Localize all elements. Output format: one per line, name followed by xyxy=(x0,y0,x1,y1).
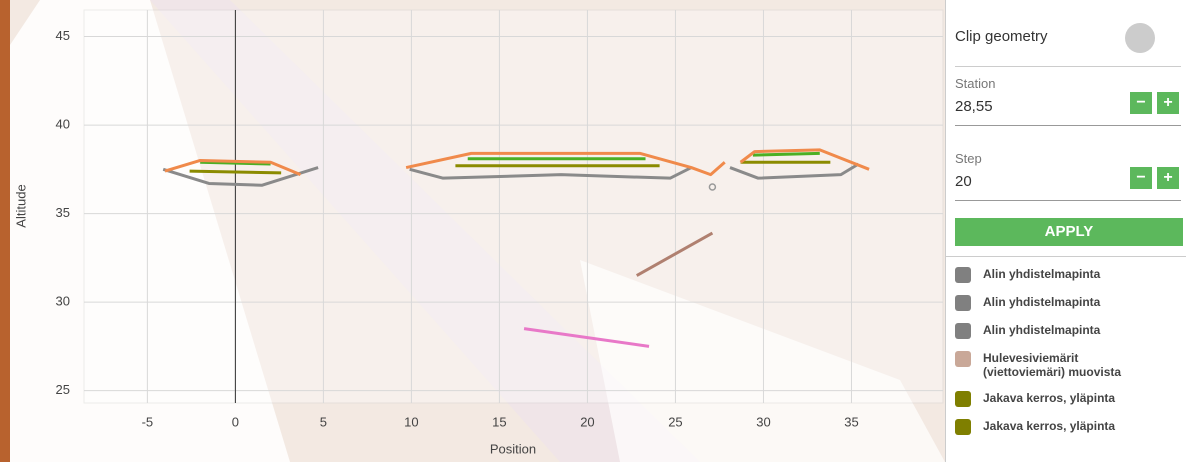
apply-button[interactable]: APPLY xyxy=(955,218,1183,246)
x-tick-label: -5 xyxy=(142,414,154,429)
y-tick-label: 45 xyxy=(56,28,70,43)
layer-name: Jakava kerros, yläpinta xyxy=(983,419,1116,433)
layer-list: Alin yhdistelmapinta Alin yhdistelmapinta… xyxy=(946,256,1186,462)
divider xyxy=(955,200,1181,201)
profile-line xyxy=(523,327,650,348)
layer-swatch xyxy=(955,351,971,367)
x-tick-label: 20 xyxy=(580,414,594,429)
step-label: Step xyxy=(955,151,982,166)
y-tick-label: 35 xyxy=(56,205,70,220)
layer-item[interactable]: Jakava kerros, yläpinta xyxy=(955,391,1157,407)
x-axis-label: Position xyxy=(490,441,536,456)
map-edge xyxy=(0,0,10,462)
side-panel: Clip geometry Station 28,55 − + Step 20 … xyxy=(945,0,1186,462)
profile-line xyxy=(162,162,860,187)
map-road xyxy=(0,0,290,462)
profile-line xyxy=(635,231,714,277)
clip-row: Clip geometry xyxy=(955,28,1181,45)
map-road xyxy=(580,260,945,462)
x-tick-label: 30 xyxy=(756,414,770,429)
layer-swatch xyxy=(955,267,971,283)
layer-swatch xyxy=(955,295,971,311)
divider xyxy=(955,125,1181,126)
step-plus[interactable]: + xyxy=(1157,167,1179,189)
step-minus[interactable]: − xyxy=(1130,167,1152,189)
y-tick-label: 30 xyxy=(56,294,70,309)
layer-swatch xyxy=(955,391,971,407)
clip-label: Clip geometry xyxy=(955,28,1048,45)
layer-name: Alin yhdistelmapinta xyxy=(983,267,1101,281)
profile-line xyxy=(200,151,820,166)
y-tick-label: 25 xyxy=(56,382,70,397)
y-tick-label: 40 xyxy=(56,117,70,132)
divider xyxy=(955,66,1181,67)
x-tick-label: 25 xyxy=(668,414,682,429)
layer-swatch xyxy=(955,323,971,339)
step-input[interactable]: 20 xyxy=(955,173,972,190)
layer-item[interactable]: Alin yhdistelmapinta xyxy=(955,323,1157,339)
x-tick-label: 5 xyxy=(320,414,327,429)
layer-item[interactable]: Alin yhdistelmapinta xyxy=(955,295,1157,311)
layer-swatch xyxy=(955,419,971,435)
layer-item[interactable]: Alin yhdistelmapinta xyxy=(955,267,1157,283)
x-tick-label: 0 xyxy=(232,414,239,429)
point-marker xyxy=(708,183,717,191)
layer-item[interactable]: Hulevesiviemärit (viettoviemäri) muovist… xyxy=(955,351,1157,379)
layer-name: Hulevesiviemärit (viettoviemäri) muovist… xyxy=(983,351,1122,379)
station-plus[interactable]: + xyxy=(1157,92,1179,114)
station-label: Station xyxy=(955,76,996,91)
plot-area xyxy=(83,9,944,404)
x-tick-label: 35 xyxy=(844,414,858,429)
clip-toggle[interactable] xyxy=(1125,23,1155,53)
y-axis-label: Altitude xyxy=(13,184,28,227)
layer-name: Jakava kerros, yläpinta xyxy=(983,391,1116,405)
layer-item[interactable]: Jakava kerros, yläpinta xyxy=(955,419,1157,435)
map-area xyxy=(150,0,700,462)
layer-name: Alin yhdistelmapinta xyxy=(983,323,1101,337)
layer-name: Alin yhdistelmapinta xyxy=(983,295,1101,309)
x-tick-label: 15 xyxy=(492,414,506,429)
station-input[interactable]: 28,55 xyxy=(955,98,993,115)
station-minus[interactable]: − xyxy=(1130,92,1152,114)
profile-line xyxy=(164,148,870,177)
profile-line xyxy=(189,160,831,175)
profile-chart: Position Altitude -5 0 5 10 15 20 25 30 35 25 30 35… xyxy=(0,0,945,462)
x-tick-label: 10 xyxy=(404,414,418,429)
